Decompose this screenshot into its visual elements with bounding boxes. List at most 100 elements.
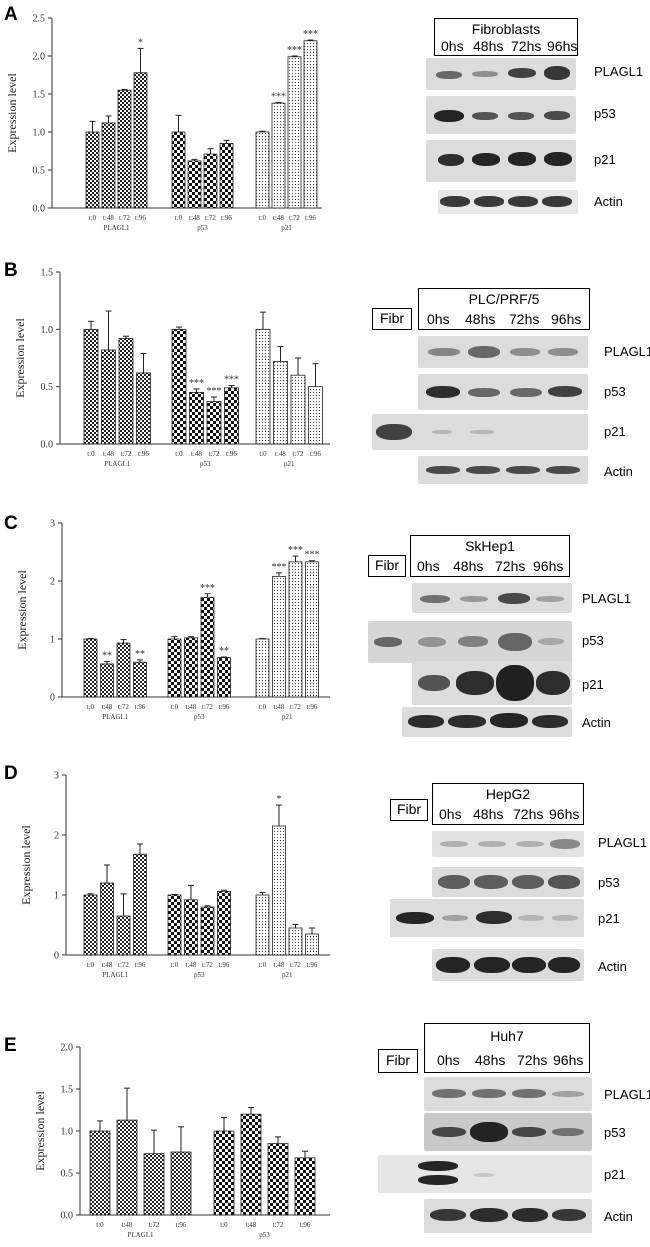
blot-strip-p21 [390, 899, 584, 937]
x-tick-label: t:72 [118, 703, 129, 711]
bar [83, 638, 98, 698]
group-label: PLAGL1 [102, 713, 129, 721]
y-tick-label: 1.5 [41, 268, 54, 279]
blot-strip-actin [438, 190, 578, 214]
cell-line-label: HepG2 [485, 786, 531, 802]
x-tick-label: t:48 [275, 450, 286, 458]
bar [305, 933, 319, 956]
blot-strip-p53 [418, 374, 588, 410]
timepoint-label: 96hs [551, 311, 582, 327]
x-tick-label: t:48 [191, 450, 202, 458]
timepoint-label: 72hs [511, 38, 542, 54]
y-axis-label: Expression level [13, 318, 27, 398]
bar [101, 122, 116, 209]
y-tick-label: 1.0 [41, 325, 54, 336]
western-blot-d: Fibr HepG2 0hs 48hs 72hs 96hs PLAGL1 p53 [386, 755, 650, 995]
western-blot-b: Fibr PLC/PRF/5 0hs 48hs 72hs 96hs PLAGL1… [372, 250, 650, 490]
bar [116, 1119, 138, 1216]
timepoint-label: 0hs [437, 1052, 460, 1068]
panel-letter: D [4, 763, 18, 784]
bar [133, 72, 148, 209]
x-tick-label: t:72 [121, 450, 132, 458]
timepoint-label: 72hs [517, 1052, 548, 1068]
blot-row-label: p53 [594, 106, 616, 121]
western-blot-e: Fibr Huh7 0hs 48hs 72hs 96hs PLAGL1 p53 … [374, 1005, 650, 1247]
y-tick-label: 2 [54, 831, 59, 842]
panel-letter: B [4, 260, 18, 281]
blot-row-label: p53 [604, 1125, 626, 1140]
y-tick-label: 2.0 [33, 52, 46, 63]
bar [303, 40, 318, 209]
y-tick-label: 0.0 [41, 440, 54, 451]
x-tick-label: t:48 [102, 703, 113, 711]
bar [143, 1153, 165, 1216]
x-tick-label: t:0 [259, 214, 267, 222]
x-tick-label: t:48 [122, 1221, 133, 1229]
x-tick-label: t:48 [103, 214, 114, 222]
bar [255, 894, 270, 956]
significance-marker: ** [102, 651, 112, 662]
bar [255, 638, 270, 698]
significance-marker: ** [219, 646, 229, 657]
bar [83, 894, 98, 956]
group-label: PLAGL1 [104, 460, 131, 468]
bar [213, 1130, 235, 1216]
x-tick-label: t:0 [259, 961, 267, 969]
blot-row-label: p21 [604, 1167, 626, 1182]
timepoint-label: 0hs [441, 38, 464, 54]
bar [101, 349, 116, 445]
panel-e: E 0.0 0.5 1.0 1.5 2.0 Expression level t:0 t:48… [0, 1005, 650, 1247]
y-tick-label: 0.0 [33, 204, 46, 215]
x-tick-label: t:0 [96, 1221, 104, 1229]
blot-row-label: p53 [598, 875, 620, 890]
bar [224, 387, 239, 445]
x-tick-label: t:48 [274, 961, 285, 969]
significance-marker: *** [207, 386, 222, 397]
x-tick-label: t:0 [89, 214, 97, 222]
blot-row-label: Actin [582, 715, 611, 730]
x-tick-label: t:0 [171, 703, 179, 711]
x-tick-label: t:96 [176, 1221, 187, 1229]
blot-row-label: Actin [598, 959, 627, 974]
y-tick-label: 0 [50, 693, 55, 704]
bar [189, 391, 204, 445]
group-label: p21 [281, 224, 292, 232]
panel-a: A 0.0 0.5 1.0 1.5 2.0 2.5 Expression level t:0 t… [0, 0, 650, 240]
blot-strip-p53 [424, 1113, 592, 1151]
bar [271, 102, 286, 209]
x-tick-label: t:96 [135, 703, 146, 711]
timepoint-label: 48hs [453, 558, 484, 574]
bar [255, 131, 270, 209]
group-label: p53 [194, 713, 205, 721]
x-tick-label: t:72 [209, 450, 220, 458]
blot-row-label: PLAGL1 [598, 835, 648, 850]
y-tick-label: 3 [50, 519, 55, 530]
timepoint-label: 72hs [495, 558, 526, 574]
y-tick-label: 1.0 [33, 128, 46, 139]
fibr-label: Fibr [390, 799, 428, 821]
bar [171, 131, 186, 209]
timepoint-label: 96hs [553, 1052, 584, 1068]
significance-marker: *** [288, 545, 303, 556]
fibr-label: Fibr [368, 555, 406, 577]
bar [203, 153, 218, 209]
x-tick-label: t:0 [175, 450, 183, 458]
bar [288, 561, 303, 698]
blot-strip-p53 [426, 96, 576, 134]
blot-strip-p53 [368, 621, 572, 663]
bar [133, 853, 147, 956]
western-blot-c: Fibr SkHep1 0hs 48hs 72hs 96hs PLAGL1 p5… [368, 505, 650, 745]
y-tick-label: 2.5 [33, 14, 46, 25]
group-label: PLAGL1 [127, 1231, 154, 1239]
x-tick-label: t:96 [307, 703, 318, 711]
timepoint-label: 96hs [547, 38, 578, 54]
x-tick-label: t:0 [87, 961, 95, 969]
panel-b: B 0.0 0.5 1.0 1.5 Expression level t:0 t:48 t:7… [0, 250, 650, 495]
x-tick-label: t:0 [175, 214, 183, 222]
bar [117, 89, 132, 209]
bar [290, 374, 306, 445]
timepoint-label: 48hs [473, 38, 504, 54]
group-label: p53 [259, 1231, 270, 1239]
cell-line-label: PLC/PRF/5 [468, 291, 540, 307]
bar-chart-d: 0 1 2 3 Expression level t:0 t:48 t:72 t:96 PLAGL… [19, 771, 330, 979]
